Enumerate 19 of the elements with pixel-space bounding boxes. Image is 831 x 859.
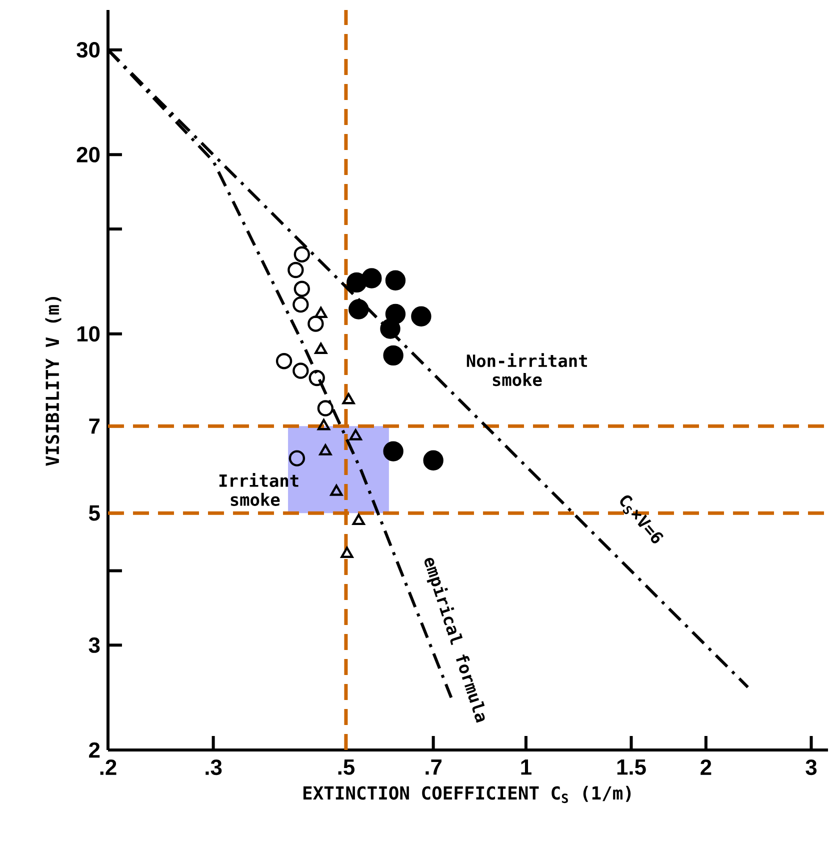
y-axis-title: VISIBILITY V (m) [45, 296, 62, 466]
x-tick-label: .5 [338, 760, 354, 775]
annotation: Non-irritant smoke [466, 353, 587, 386]
x-tick-label: 1.5 [617, 760, 646, 775]
y-tick-label: 10 [77, 326, 100, 342]
y-tick-label: 7 [89, 418, 100, 434]
y-tick-label: 30 [76, 42, 100, 58]
y-tick-label: 5 [88, 505, 100, 521]
y-tick-label: 20 [76, 146, 100, 162]
x-tick-label: .3 [206, 760, 222, 776]
x-tick-label: 2 [700, 760, 712, 775]
y-tick-label: 2 [89, 742, 100, 758]
x-tick-label: .7 [426, 760, 442, 775]
text: EXTINCTION COEFFICIENT C$_{S}$ (1/m) [303, 786, 631, 804]
annotation: Irritant smoke [219, 473, 298, 506]
x-tick-label: 1 [521, 760, 532, 775]
y-tick-label: 3 [88, 637, 100, 653]
x-tick-label: 3 [806, 760, 817, 776]
x-tick-label: .2 [100, 760, 116, 775]
